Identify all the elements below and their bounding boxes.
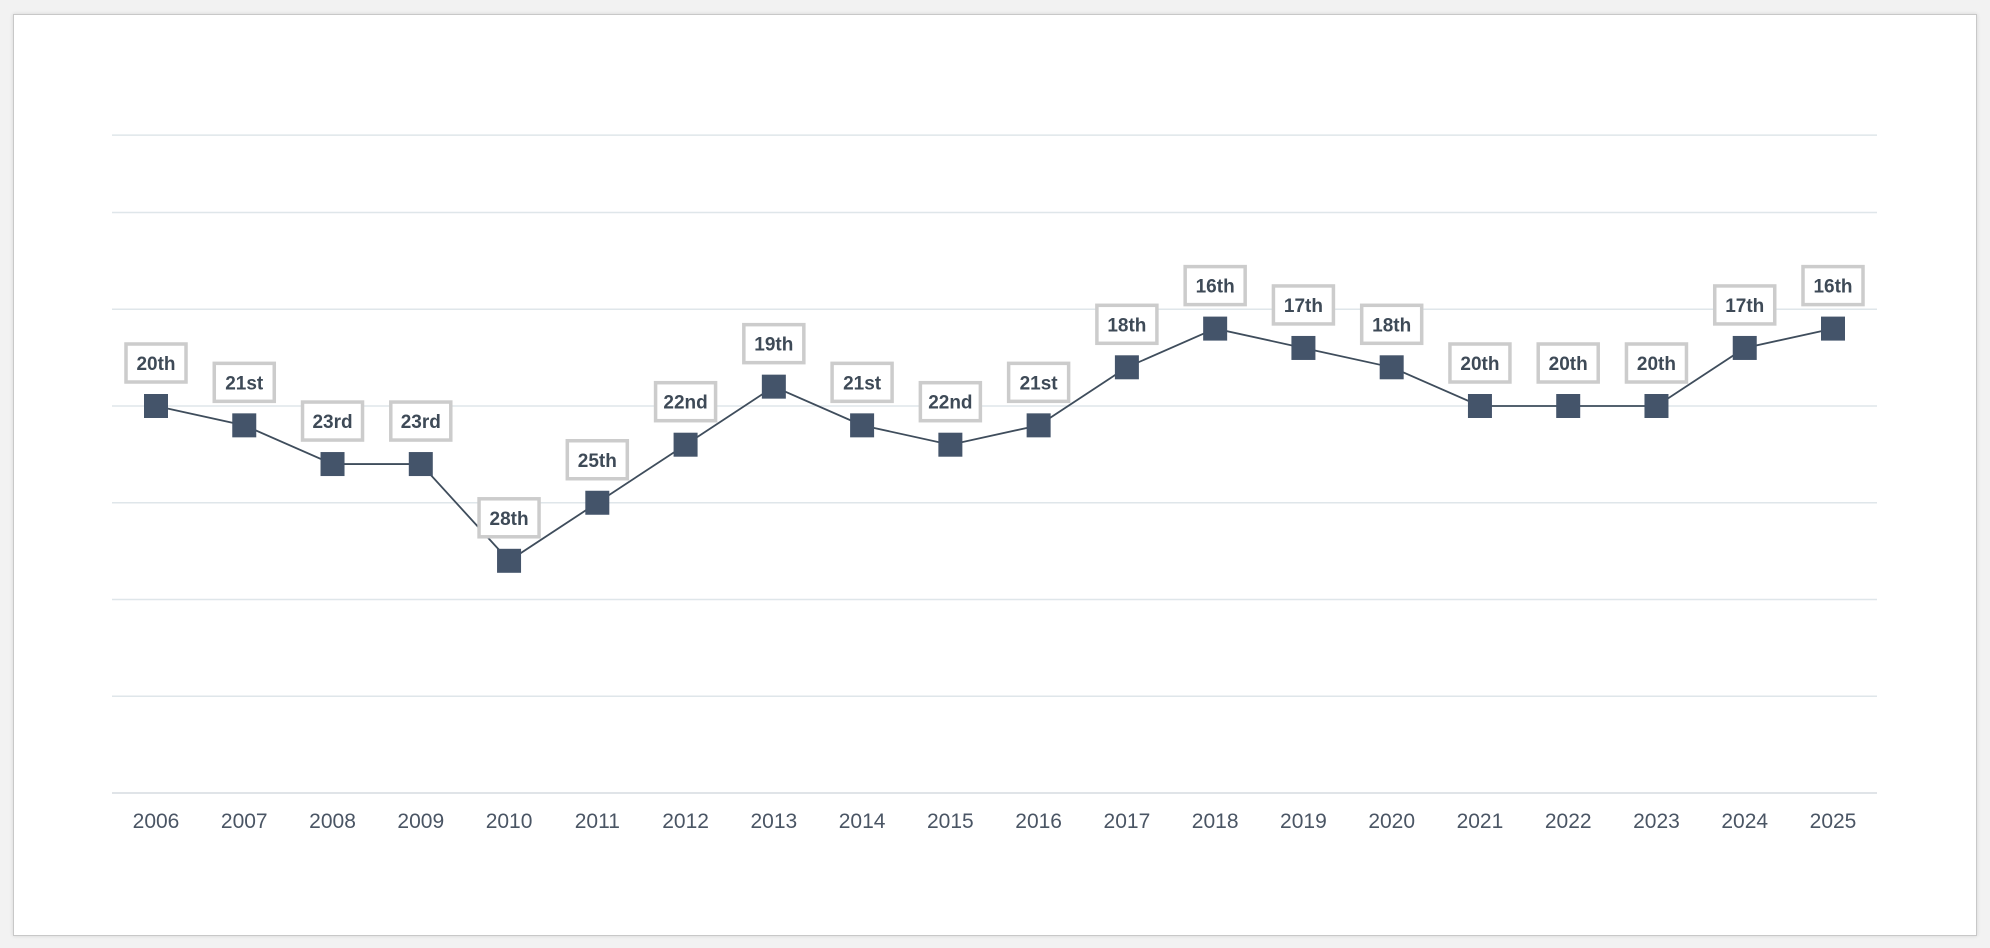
data-point-marker — [673, 432, 698, 457]
data-label: 20th — [136, 354, 175, 375]
data-label-box — [1271, 284, 1336, 326]
data-point-marker — [1556, 394, 1581, 418]
x-tick-label: 2018 — [1192, 810, 1239, 833]
data-label: 20th — [1637, 354, 1676, 375]
x-tick-label: 2022 — [1545, 810, 1592, 833]
data-label-box — [389, 400, 453, 442]
x-tick-label: 2017 — [1104, 810, 1151, 833]
data-label-box — [1448, 342, 1512, 384]
x-tick-label: 2019 — [1280, 810, 1327, 833]
data-point-marker — [1114, 355, 1139, 380]
data-label: 18th — [1372, 315, 1411, 336]
data-label-box — [124, 342, 188, 384]
series-line — [155, 327, 1834, 562]
x-tick-label: 2009 — [397, 810, 444, 833]
x-tick-label: 2015 — [927, 810, 974, 833]
data-label: 16th — [1813, 277, 1852, 298]
data-point-marker — [1379, 355, 1404, 380]
x-tick-label: 2021 — [1457, 810, 1504, 833]
x-tick-label: 2007 — [221, 810, 268, 833]
x-tick-label: 2011 — [575, 810, 620, 833]
data-point-marker — [1644, 394, 1669, 418]
data-label: 22nd — [928, 393, 972, 414]
x-tick-label: 2016 — [1015, 810, 1062, 833]
data-label-box — [1359, 303, 1424, 346]
data-label-box — [830, 361, 894, 404]
x-tick-label: 2014 — [839, 810, 886, 833]
data-point-marker — [1821, 316, 1845, 341]
data-point-marker — [1203, 316, 1228, 341]
data-label: 23rd — [312, 412, 352, 433]
x-tick-label: 2008 — [309, 810, 356, 833]
data-point-marker — [1467, 394, 1492, 418]
data-label: 22nd — [663, 393, 707, 414]
x-tick-label: 2013 — [750, 810, 797, 833]
data-point-marker — [232, 413, 257, 438]
x-tick-label: 2006 — [133, 810, 180, 833]
data-label: 17th — [1725, 296, 1764, 317]
data-label: 21st — [843, 373, 882, 394]
data-label-box — [477, 497, 541, 539]
data-label-box — [1095, 303, 1159, 346]
data-point-marker — [1026, 413, 1051, 438]
data-label-box — [1183, 264, 1247, 307]
data-label: 21st — [1020, 373, 1059, 394]
data-label-box — [742, 322, 806, 365]
x-tick-label: 2020 — [1368, 810, 1415, 833]
data-label: 17th — [1284, 296, 1323, 317]
data-label: 18th — [1107, 315, 1146, 336]
data-label-box — [565, 439, 630, 481]
data-label-box — [653, 380, 718, 423]
data-label: 16th — [1196, 277, 1235, 298]
data-label: 20th — [1549, 354, 1588, 375]
data-label-box — [1801, 264, 1865, 307]
data-label: 20th — [1460, 354, 1499, 375]
data-point-marker — [850, 413, 875, 438]
data-label: 28th — [490, 509, 529, 530]
x-tick-label: 2024 — [1721, 810, 1768, 833]
data-point-marker — [938, 432, 963, 457]
data-point-marker — [1291, 335, 1316, 360]
data-point-marker — [761, 374, 786, 399]
data-label-box — [300, 400, 365, 442]
data-label-box — [212, 361, 277, 404]
x-tick-label: 2025 — [1810, 810, 1857, 833]
data-label-box — [1712, 284, 1777, 326]
data-point-marker — [1732, 335, 1757, 360]
x-tick-label: 2012 — [662, 810, 709, 833]
data-label: 25th — [578, 451, 617, 472]
data-label-box — [918, 380, 983, 423]
data-label-box — [1006, 361, 1071, 404]
data-point-marker — [497, 548, 522, 573]
data-label-box — [1536, 342, 1600, 384]
data-point-marker — [585, 490, 610, 515]
data-point-marker — [144, 394, 168, 418]
data-label: 21st — [225, 373, 264, 394]
data-point-marker — [408, 452, 433, 477]
data-label-box — [1624, 342, 1689, 384]
x-tick-label: 2010 — [486, 810, 533, 833]
data-label: 19th — [754, 335, 793, 356]
x-tick-label: 2023 — [1633, 810, 1680, 833]
data-label: 23rd — [401, 412, 441, 433]
data-point-marker — [320, 452, 345, 477]
